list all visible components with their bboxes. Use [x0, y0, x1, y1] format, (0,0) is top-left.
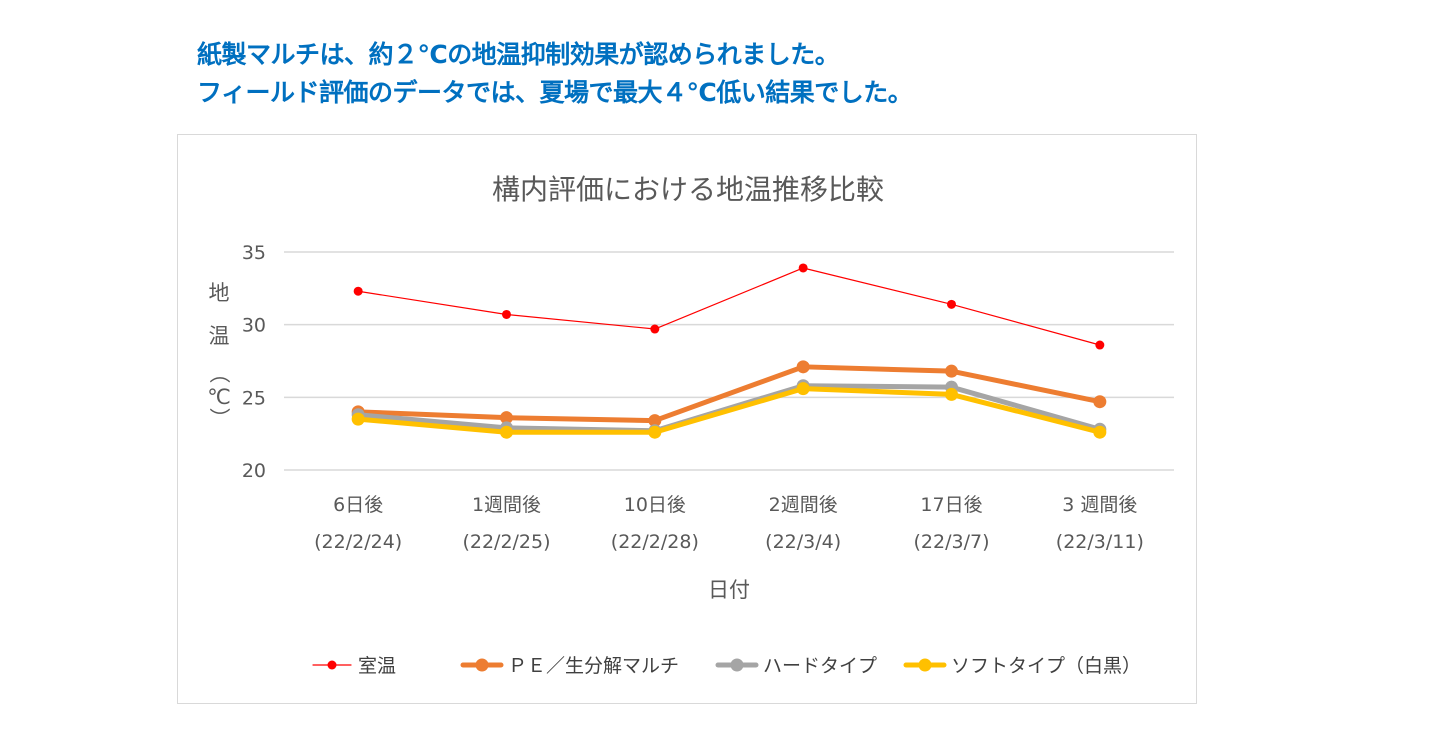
- x-tick-label-date: (22/3/4): [765, 531, 841, 553]
- y-tick-label: 35: [242, 242, 266, 264]
- legend-label: ＰＥ／生分解マルチ: [508, 655, 679, 677]
- legend-item: ハードタイプ: [715, 655, 877, 677]
- data-point: [500, 411, 513, 425]
- y-axis-title-char: 地: [209, 281, 230, 305]
- y-axis-title-char: 温: [209, 324, 230, 348]
- legend-item: ＰＥ／生分解マルチ: [460, 655, 679, 677]
- x-tick-label-date: (22/3/11): [1056, 531, 1144, 553]
- series-0: [353, 263, 1105, 350]
- legend: 室温 ＰＥ／生分解マルチ ハードタイプ ソフトタイプ（白黒）: [312, 655, 1141, 677]
- data-point: [796, 382, 810, 396]
- x-tick-label: 1週間後: [472, 494, 541, 516]
- series-lines: [351, 263, 1107, 439]
- headline-line-2: フィールド評価のデータでは、夏場で最大４℃低い結果でした。: [197, 78, 913, 107]
- data-point: [945, 364, 958, 378]
- x-axis-title: 日付: [708, 578, 750, 602]
- x-tick-label: 10日後: [624, 494, 686, 516]
- x-tick-label: 2週間後: [769, 494, 838, 516]
- data-point: [796, 360, 810, 374]
- series-line: [355, 364, 1103, 424]
- data-point: [798, 263, 808, 273]
- y-axis-title: 地温 （℃）: [207, 281, 231, 429]
- x-tick-label-date: (22/2/24): [314, 531, 402, 553]
- legend-marker: [730, 658, 744, 672]
- x-tick-label-date: (22/2/25): [462, 531, 550, 553]
- headline: 紙製マルチは、約２℃の地温抑制効果が認められました。 フィールド評価のデータでは…: [197, 36, 913, 112]
- data-point: [1093, 425, 1107, 439]
- x-tick-label: 3 週間後: [1062, 494, 1137, 516]
- data-point: [648, 414, 662, 428]
- data-point: [1093, 395, 1107, 409]
- legend-marker: [475, 658, 489, 672]
- y-tick-label: 30: [242, 315, 266, 337]
- data-point: [650, 324, 660, 334]
- x-tick-label-date: (22/3/7): [914, 531, 990, 553]
- y-tick-labels: 20 25 30 35: [242, 242, 266, 482]
- legend-marker: [327, 660, 337, 670]
- data-point: [500, 425, 513, 439]
- legend-item: 室温: [312, 655, 396, 677]
- data-point: [353, 286, 363, 296]
- gridlines: [284, 251, 1174, 471]
- data-point: [502, 309, 511, 319]
- x-tick-label: 6日後: [333, 494, 383, 516]
- legend-marker: [918, 658, 932, 672]
- x-tick-label-date: (22/2/28): [611, 531, 699, 553]
- legend-label: 室温: [358, 655, 396, 677]
- x-tick-label: 17日後: [920, 494, 982, 516]
- y-axis-title-char: （: [207, 363, 231, 384]
- data-point: [947, 299, 956, 309]
- y-axis-title-char: ℃: [207, 385, 231, 409]
- y-axis-title-char: ）: [207, 408, 231, 429]
- y-tick-label: 25: [242, 387, 266, 409]
- legend-item: ソフトタイプ（白黒）: [903, 655, 1141, 677]
- data-point: [1095, 340, 1105, 350]
- headline-line-1: 紙製マルチは、約２℃の地温抑制効果が認められました。: [197, 40, 840, 69]
- data-point: [648, 425, 662, 439]
- series-line: [355, 386, 1103, 435]
- data-point: [945, 387, 958, 401]
- x-tick-labels: 6日後 (22/2/24) 1週間後 (22/2/25) 10日後 (22/2/28) 2週…: [314, 494, 1144, 553]
- series-line: [357, 267, 1101, 346]
- series-3: [351, 382, 1107, 439]
- legend-label: ハードタイプ: [763, 655, 877, 677]
- chart-title: 構内評価における地温推移比較: [492, 173, 884, 206]
- legend-label: ソフトタイプ（白黒）: [951, 655, 1141, 677]
- data-point: [351, 412, 365, 426]
- y-tick-label: 20: [242, 460, 266, 482]
- series-1: [351, 360, 1107, 428]
